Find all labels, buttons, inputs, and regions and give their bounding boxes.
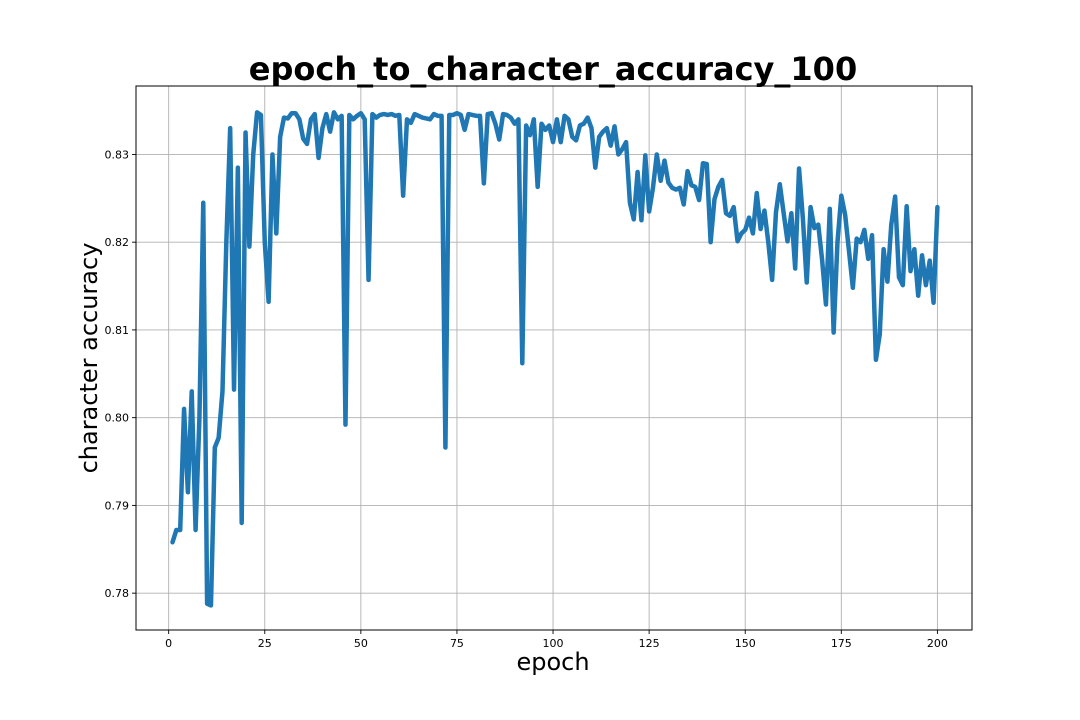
x-tick-label: 200 <box>927 637 948 650</box>
y-axis: 0.78 0.79 0.80 0.81 0.82 0.83 <box>105 148 136 600</box>
y-tick-label: 0.81 <box>105 324 130 337</box>
x-tick-label: 150 <box>735 637 756 650</box>
plot-area <box>170 110 940 608</box>
y-axis-label: character accuracy <box>75 243 103 474</box>
x-tick-label: 50 <box>354 637 368 650</box>
y-tick-label: 0.80 <box>105 412 130 425</box>
x-axis-label: epoch <box>516 648 589 676</box>
y-tick-label: 0.79 <box>105 499 130 512</box>
x-tick-label: 75 <box>450 637 464 650</box>
x-tick-label: 125 <box>639 637 660 650</box>
x-tick-label: 0 <box>165 637 172 650</box>
x-tick-label: 175 <box>831 637 852 650</box>
y-tick-label: 0.82 <box>105 236 130 249</box>
y-tick-label: 0.83 <box>105 148 130 161</box>
series-line-character-accuracy <box>170 110 940 608</box>
x-tick-label: 100 <box>543 637 564 650</box>
y-tick-label: 0.78 <box>105 587 130 600</box>
x-axis: 0 25 50 75 100 125 150 175 200 <box>165 630 948 650</box>
chart-title: epoch_to_character_accuracy_100 <box>249 50 857 88</box>
plot-frame <box>135 85 973 631</box>
x-tick-label: 25 <box>258 637 272 650</box>
